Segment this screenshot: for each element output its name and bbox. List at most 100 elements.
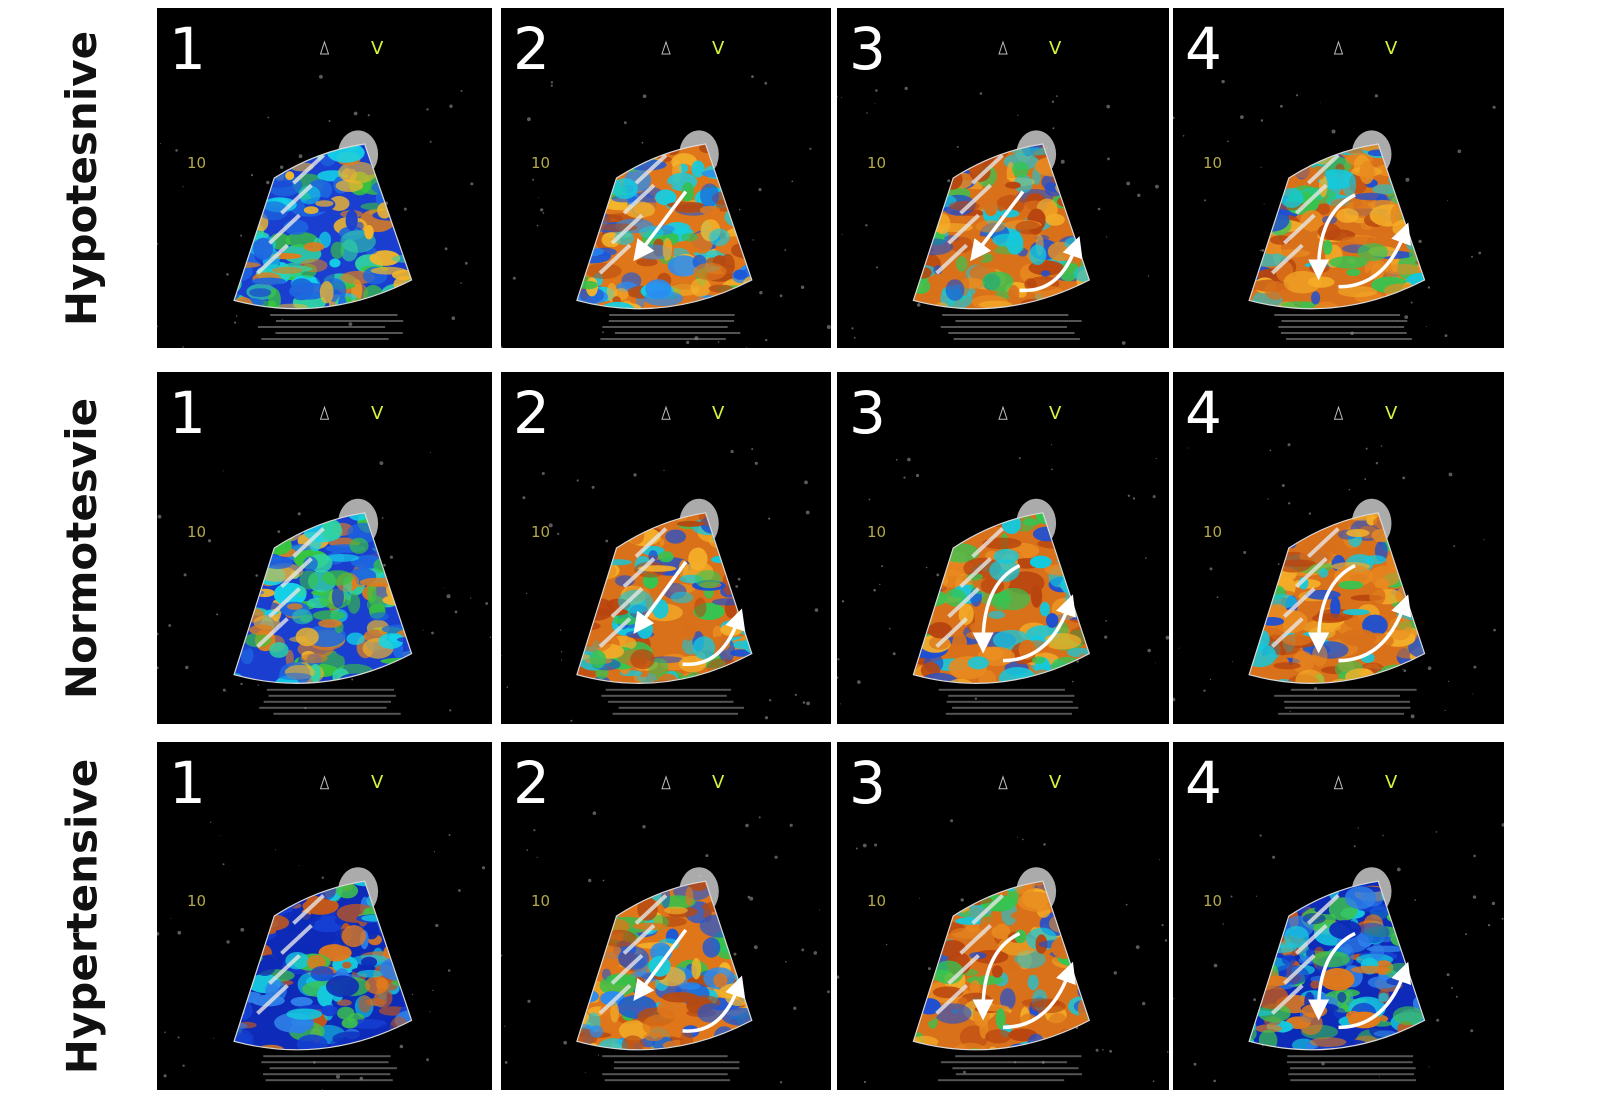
doppler-blob xyxy=(724,1037,737,1050)
doppler-blob xyxy=(1249,167,1271,182)
doppler-blob xyxy=(913,167,923,190)
speckle xyxy=(1374,94,1378,98)
speckle xyxy=(841,600,845,603)
doppler-blob xyxy=(398,144,411,148)
doppler-blob xyxy=(656,673,679,684)
speckle xyxy=(889,627,891,630)
doppler-blob xyxy=(394,1036,412,1050)
speckle xyxy=(449,104,453,108)
speckle xyxy=(559,629,562,631)
doppler-blob xyxy=(1249,258,1251,281)
doppler-blob xyxy=(913,948,937,962)
doppler-blob xyxy=(286,1008,323,1020)
doppler-blob xyxy=(1305,1042,1319,1050)
doppler-blob xyxy=(617,512,638,520)
speckle xyxy=(623,121,627,125)
wall-streak xyxy=(1332,835,1362,863)
speckle xyxy=(837,96,838,98)
inflow-arrow xyxy=(970,190,1025,262)
doppler-blob xyxy=(758,947,769,957)
doppler-blob xyxy=(1056,557,1081,565)
doppler-blob xyxy=(1286,527,1298,549)
doppler-blob xyxy=(1089,957,1090,968)
doppler-blob xyxy=(934,213,951,235)
speckle xyxy=(1404,315,1409,319)
echo-band xyxy=(600,338,726,340)
doppler-blob xyxy=(956,144,981,147)
doppler-blob xyxy=(749,231,752,239)
speckle xyxy=(322,1089,324,1090)
doppler-blob xyxy=(1405,272,1425,290)
echo-band xyxy=(602,1073,728,1076)
echo-band xyxy=(268,694,396,697)
doppler-blob xyxy=(706,675,741,684)
speckle xyxy=(1222,923,1224,925)
speckle xyxy=(1289,710,1291,712)
doppler-blob xyxy=(1391,171,1425,181)
doppler-blob xyxy=(916,1044,941,1050)
doppler-blob xyxy=(234,890,248,902)
doppler-blob xyxy=(642,1014,681,1038)
doppler-blob xyxy=(913,578,932,592)
doppler-blob xyxy=(913,197,924,221)
doppler-blob xyxy=(694,597,707,618)
doppler-blob xyxy=(913,618,923,631)
doppler-blob xyxy=(900,1040,911,1052)
speckle xyxy=(1453,545,1456,548)
doppler-blob xyxy=(913,212,930,233)
doppler-blob xyxy=(265,886,306,907)
doppler-blob xyxy=(399,584,412,598)
doppler-blob xyxy=(371,301,407,309)
doppler-blob xyxy=(1409,692,1448,713)
doppler-blob xyxy=(1363,555,1387,565)
doppler-blob xyxy=(1066,536,1090,548)
doppler-blob xyxy=(578,202,599,209)
doppler-blob xyxy=(1030,584,1043,608)
doppler-blob xyxy=(1350,965,1391,974)
wall-streak xyxy=(1294,183,1328,215)
doppler-blob xyxy=(406,562,412,583)
doppler-blob xyxy=(913,204,938,228)
wall-streak xyxy=(1270,243,1304,275)
doppler-blob xyxy=(1301,1004,1328,1018)
speckle xyxy=(1288,502,1291,505)
speckle xyxy=(319,74,323,79)
doppler-blob xyxy=(1329,920,1362,940)
speckle xyxy=(895,458,898,461)
doppler-blob xyxy=(913,620,926,644)
speckle xyxy=(1203,689,1206,692)
doppler-blob xyxy=(971,602,985,620)
doppler-blob xyxy=(914,536,947,557)
doppler-blob xyxy=(913,515,926,535)
outflow-arrow xyxy=(1002,961,1076,1030)
doppler-blob xyxy=(234,302,250,309)
doppler-blob xyxy=(371,180,399,195)
speckle xyxy=(222,863,225,866)
doppler-blob xyxy=(1249,226,1265,249)
speckle xyxy=(1097,207,1101,211)
speckle xyxy=(216,613,219,616)
doppler-blob xyxy=(234,247,246,258)
doppler-blob xyxy=(1260,529,1274,550)
speckle xyxy=(1209,678,1212,681)
doppler-blob xyxy=(273,675,301,684)
speckle xyxy=(1455,995,1458,998)
doppler-blob xyxy=(1264,177,1281,196)
speckle xyxy=(470,597,472,599)
inflow-arrow xyxy=(633,928,688,1002)
doppler-blob xyxy=(229,689,242,709)
doppler-blob xyxy=(400,895,412,908)
doppler-blob xyxy=(735,590,752,600)
doppler-blob xyxy=(922,526,958,542)
panel-number: 4 xyxy=(1185,379,1222,447)
wall-streak xyxy=(1282,953,1316,985)
speckle xyxy=(426,108,429,111)
doppler-blob xyxy=(234,1019,237,1031)
doppler-blob xyxy=(654,144,683,149)
row-label-text: Hypertensive xyxy=(57,758,107,1074)
doppler-blob xyxy=(750,226,752,240)
speckle xyxy=(328,120,331,122)
echo-panel-r1-c1: 1 V 10 xyxy=(157,8,492,348)
panel-number: 1 xyxy=(169,749,206,817)
echo-panel-r1-c2: 2 V 10 xyxy=(501,8,831,348)
